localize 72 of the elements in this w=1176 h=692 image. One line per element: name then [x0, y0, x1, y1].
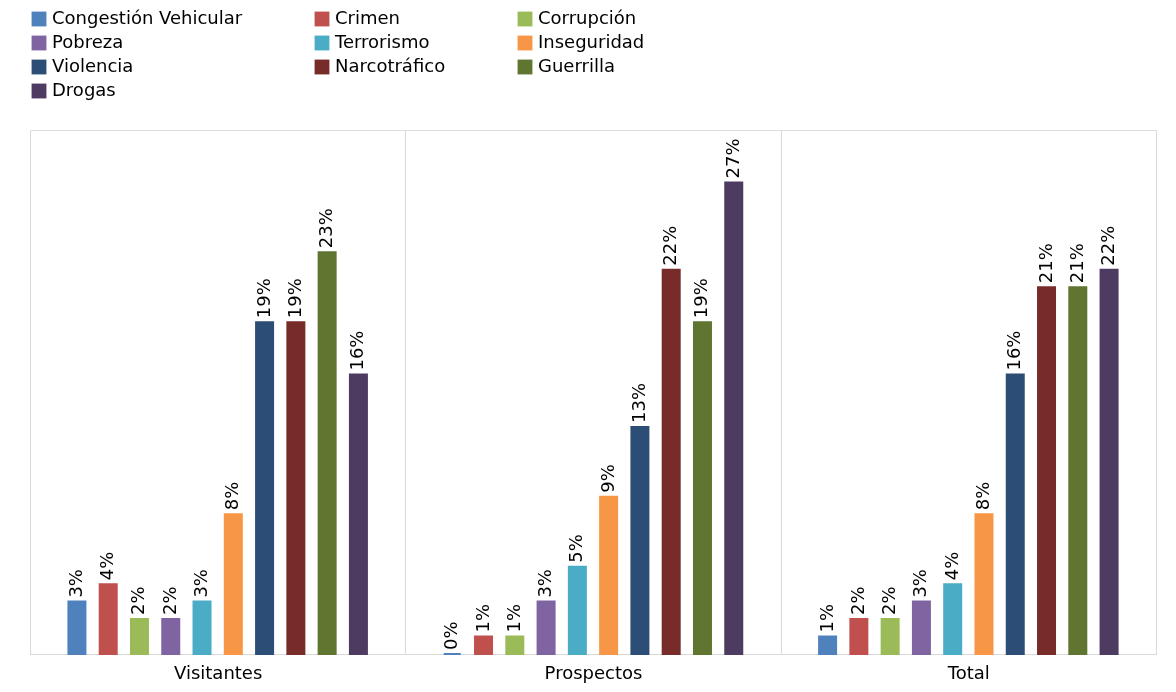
data-label: 4% — [940, 551, 962, 581]
bar — [849, 618, 869, 655]
data-label: 23% — [315, 208, 337, 249]
legend-label: Drogas — [52, 79, 116, 100]
data-label: 1% — [471, 603, 493, 633]
legend-label: Pobreza — [52, 31, 124, 52]
bar — [161, 618, 181, 655]
data-label: 3% — [190, 569, 212, 598]
data-label: 0% — [440, 621, 462, 650]
data-label: 16% — [1003, 330, 1025, 371]
bar — [1037, 286, 1057, 655]
data-label: 21% — [1065, 243, 1087, 284]
bar — [1099, 268, 1119, 655]
bar — [661, 268, 681, 655]
legend-label: Violencia — [52, 55, 134, 76]
bar — [1005, 373, 1025, 655]
bar — [317, 251, 337, 655]
bar — [692, 321, 712, 655]
data-label: 3% — [534, 569, 556, 598]
data-label: 27% — [721, 138, 743, 179]
data-label: 2% — [158, 586, 180, 616]
bar — [223, 513, 243, 655]
bar — [567, 565, 587, 655]
bar — [255, 321, 275, 655]
bar — [192, 600, 212, 655]
data-label: 5% — [565, 534, 587, 563]
bar — [129, 618, 149, 655]
legend-label: Narcotráfico — [335, 55, 446, 76]
data-label: 3% — [909, 569, 931, 598]
bar — [67, 600, 87, 655]
data-label: 9% — [596, 464, 618, 493]
bar — [505, 635, 525, 655]
data-label: 21% — [1034, 243, 1056, 284]
x-tick-label: Total — [946, 661, 990, 683]
bar — [536, 600, 556, 655]
data-label: 16% — [346, 330, 368, 371]
legend-label: Guerrilla — [538, 55, 615, 76]
data-label: 19% — [690, 278, 712, 319]
legend-label: Congestión Vehicular — [52, 7, 243, 28]
data-label: 19% — [252, 278, 274, 319]
x-tick-label: Prospectos — [544, 661, 643, 683]
data-label: 2% — [878, 586, 900, 616]
data-label: 22% — [1097, 225, 1119, 266]
x-tick-label: Visitantes — [174, 661, 263, 683]
bar — [98, 583, 118, 655]
bar — [630, 425, 650, 655]
legend-label: Crimen — [335, 7, 400, 28]
data-label: 4% — [96, 551, 118, 581]
data-label: 2% — [846, 586, 868, 616]
bar — [599, 495, 619, 655]
bar — [818, 635, 838, 655]
data-label: 22% — [659, 225, 681, 266]
data-label: 2% — [127, 586, 149, 616]
bar — [724, 181, 744, 655]
bar — [943, 583, 963, 655]
bar — [286, 321, 306, 655]
legend-label: Terrorismo — [334, 31, 430, 52]
legend-label: Corrupción — [538, 7, 637, 28]
data-label: 8% — [971, 481, 993, 511]
bar — [880, 618, 900, 655]
bar — [348, 373, 368, 655]
data-label: 8% — [221, 481, 243, 511]
bar — [911, 600, 931, 655]
data-label: 3% — [64, 569, 86, 598]
data-label: 1% — [815, 603, 837, 633]
bar — [474, 635, 494, 655]
data-label: 19% — [283, 278, 305, 319]
legend-label: Inseguridad — [538, 31, 645, 52]
bar — [1068, 286, 1088, 655]
data-label: 13% — [627, 382, 649, 423]
data-label: 1% — [502, 603, 524, 633]
bar — [974, 513, 994, 655]
